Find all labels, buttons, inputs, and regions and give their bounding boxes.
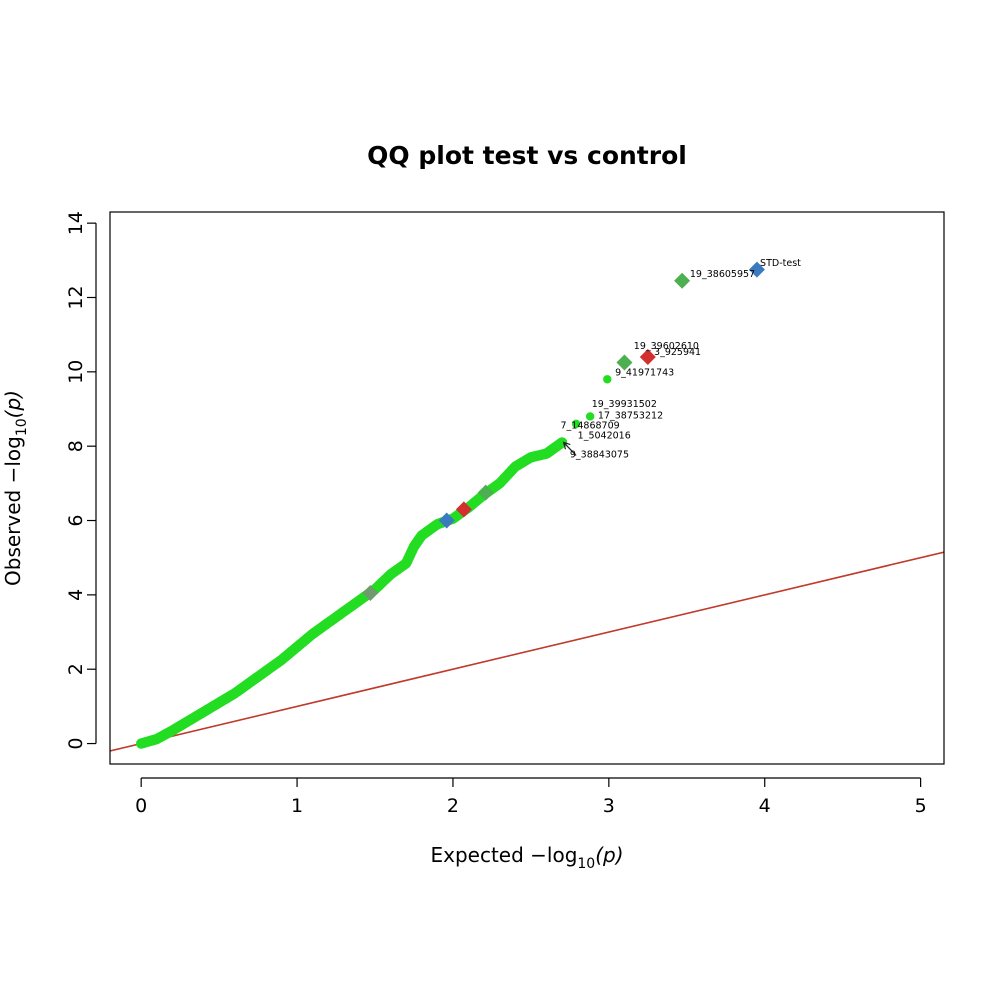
highlight-diamond <box>674 272 691 289</box>
point-annotation: 19_38605957 <box>690 269 755 280</box>
point-annotation: 9_41971743 <box>615 368 674 379</box>
x-axis: 0 1 2 3 4 5 <box>135 777 927 817</box>
y-axis-label-sub: 10 <box>14 418 30 436</box>
point-annotation: 17_38753212 <box>598 410 663 421</box>
x-tick-label: 1 <box>291 795 303 817</box>
y-axis-label-main: Observed −log <box>1 436 25 586</box>
y-tick-label: 10 <box>65 360 87 384</box>
x-tick-label: 5 <box>915 795 927 817</box>
x-tick-label: 0 <box>135 795 147 817</box>
qq-point-outlier <box>585 412 595 421</box>
annotation-arrow <box>563 442 577 456</box>
highlight-diamond <box>748 261 765 278</box>
chart-title: QQ plot test vs control <box>367 141 687 170</box>
highlight-diamond <box>477 484 494 501</box>
point-annotation: 3_925941 <box>654 347 701 358</box>
y-tick-label: 4 <box>65 589 87 601</box>
qq-point-outlier <box>603 375 612 384</box>
y-axis-label-tail: (p) <box>1 390 25 418</box>
qq-point <box>556 437 568 448</box>
point-annotation: 19_39931502 <box>592 399 657 410</box>
y-tick-label: 2 <box>65 663 87 675</box>
highlight-diamond <box>455 501 472 518</box>
y-axis: 0 2 4 6 8 10 12 14 <box>65 211 97 750</box>
annotation-arrow-head <box>562 441 571 450</box>
x-axis-label-tail: (p) <box>595 843 623 867</box>
point-annotation: 9_38843075 <box>570 449 629 460</box>
x-tick-label: 2 <box>447 795 459 817</box>
qq-point-outlier <box>571 419 581 429</box>
y-axis-label: Observed −log10(p) <box>1 390 30 586</box>
x-tick-label: 4 <box>759 795 771 817</box>
point-annotation: STD-test <box>760 258 801 269</box>
reference-line <box>110 551 944 752</box>
point-annotation: 1_5042016 <box>578 431 631 442</box>
x-axis-label-main: Expected −log <box>430 843 577 867</box>
x-tick-label: 3 <box>603 795 615 817</box>
highlight-diamond <box>438 512 455 529</box>
highlight-diamond <box>616 354 633 371</box>
x-axis-label: Expected −log10(p) <box>430 843 623 872</box>
y-tick-label: 6 <box>65 514 87 526</box>
highlight-diamond <box>639 348 656 365</box>
plot-frame <box>109 211 945 765</box>
y-tick-label: 0 <box>65 738 87 750</box>
y-tick-label: 14 <box>65 211 87 235</box>
x-axis-label-sub: 10 <box>577 856 595 872</box>
y-tick-label: 12 <box>65 285 87 309</box>
y-tick-label: 8 <box>65 440 87 452</box>
highlight-diamond <box>362 585 379 602</box>
point-annotation: 7_14868709 <box>561 420 620 431</box>
point-annotation: 19_39602610 <box>634 341 699 352</box>
